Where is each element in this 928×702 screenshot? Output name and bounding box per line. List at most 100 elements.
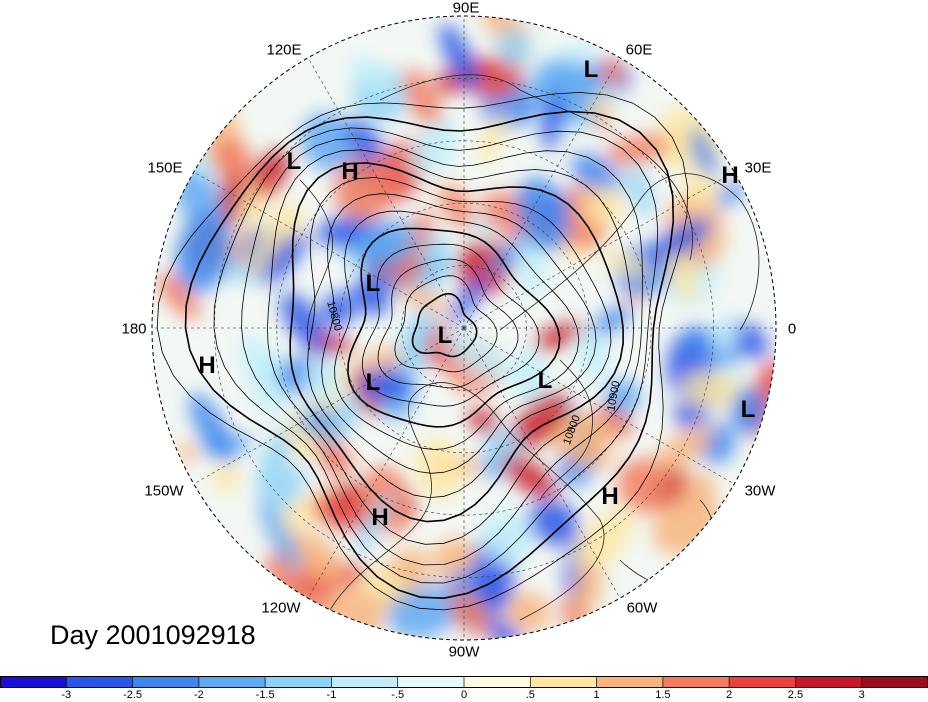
anomaly-blob: [502, 454, 557, 499]
anomaly-blob: [415, 437, 463, 499]
colorbar-swatch: [596, 676, 664, 688]
height-contour: [289, 162, 624, 523]
coastline: [499, 173, 760, 331]
anomaly-blob: [303, 361, 341, 400]
lon-label-120w: 120W: [261, 599, 301, 617]
anomaly-blob: [505, 592, 552, 633]
pressure-center-high: H: [601, 483, 619, 510]
colorbar-swatch: [729, 676, 796, 688]
anomaly-blob: [579, 411, 622, 440]
anomaly-blob: [441, 330, 511, 382]
anomaly-blob: [572, 561, 603, 616]
anomaly-blob: [644, 218, 712, 267]
colorbar-tick-label: 2.5: [787, 689, 804, 701]
colorbar-tick-label: 1: [593, 689, 600, 701]
colorbar-swatch: [795, 676, 863, 688]
anomaly-blob: [321, 395, 362, 447]
anomaly-blob: [176, 442, 197, 463]
lon-label-150e: 150E: [147, 159, 183, 177]
anomaly-blob: [715, 181, 745, 208]
height-contours: [156, 91, 689, 611]
colorbar-tick-label: -2: [193, 689, 204, 701]
colorbar-swatch: [0, 676, 67, 688]
anomaly-blob: [213, 138, 252, 180]
anomaly-blob: [572, 507, 634, 573]
colorbar-swatch: [66, 676, 134, 688]
lon-label-0: 0: [787, 320, 797, 338]
colorbar-tick-label: 2: [726, 689, 733, 701]
anomaly-blob: [287, 530, 344, 584]
meridian: [307, 327, 465, 599]
anomaly-blob: [269, 464, 306, 513]
pressure-center-low: L: [740, 396, 756, 423]
colorbar-tick-label: -.5: [391, 689, 405, 701]
pressure-center-high: H: [341, 158, 359, 185]
height-contour: [307, 177, 612, 499]
pressure-center-low: L: [437, 322, 453, 349]
anomaly-blob: [477, 113, 508, 165]
anomaly-blob: [682, 473, 717, 505]
height-contour: [184, 110, 675, 600]
lon-label-90e: 90E: [452, 0, 480, 17]
meridian: [463, 327, 621, 599]
colorbar-swatch: [861, 676, 928, 688]
anomaly-blob: [156, 272, 201, 320]
anomaly-blob: [359, 368, 414, 400]
height-contour: [347, 227, 561, 428]
anomaly-blob: [582, 187, 625, 227]
anomaly-blob: [689, 127, 718, 181]
colorbar-tick-label: .5: [525, 689, 535, 701]
map-border: [151, 15, 777, 641]
pressure-center-low: L: [365, 270, 381, 297]
height-contour: [334, 210, 580, 450]
height-contour: [267, 149, 634, 545]
anomaly-blob: [212, 464, 241, 493]
colorbar-tick-label: 3: [858, 689, 865, 701]
anomaly-blob: [397, 285, 450, 313]
anomaly-blob: [255, 179, 280, 197]
anomaly-blob: [527, 500, 578, 545]
anomaly-blob: [334, 158, 393, 222]
anomaly-blob: [189, 392, 235, 464]
anomaly-blob: [409, 119, 459, 176]
pressure-center-high: H: [371, 504, 389, 531]
anomaly-blob: [254, 202, 304, 280]
anomaly-blob: [711, 314, 738, 356]
anomaly-blob: [356, 66, 397, 97]
lon-label-30e: 30E: [744, 159, 772, 177]
coastline: [329, 382, 605, 621]
lon-label-120e: 120E: [266, 41, 302, 59]
colorbar-swatch: [331, 676, 399, 688]
lat-lon-grid: [152, 16, 776, 640]
anomaly-blob: [351, 278, 390, 316]
anomaly-blob: [513, 349, 550, 410]
anomaly-blob: [681, 371, 745, 409]
anomaly-blob: [258, 498, 301, 572]
colorbar-swatch: [265, 676, 332, 688]
lon-label-150w: 150W: [144, 482, 184, 500]
coastline: [539, 359, 594, 501]
anomaly-blob: [729, 321, 769, 360]
colorbar-swatch: [132, 676, 200, 688]
colorbar-swatch: [464, 676, 531, 688]
figure-title: Day 2001092918: [50, 620, 256, 650]
pressure-center-high: H: [721, 162, 739, 189]
height-contour: [361, 243, 540, 407]
anomaly-blob: [260, 231, 308, 285]
latitude-circle: [338, 202, 590, 454]
anomaly-blob: [625, 164, 654, 218]
meridian: [463, 327, 735, 485]
colorbar-swatch: [662, 676, 730, 688]
pressure-center-high: H: [198, 352, 216, 379]
colorbar-tick-label: 0: [460, 689, 468, 701]
pressure-center-low: L: [583, 56, 599, 83]
anomaly-blob: [354, 219, 418, 270]
colorbar-tick-label: 1.5: [655, 689, 671, 701]
anomaly-blob: [599, 251, 651, 277]
anomaly-blob: [255, 420, 296, 498]
height-contour: [156, 91, 689, 611]
lon-label-180: 180: [121, 320, 147, 338]
anomaly-blob: [599, 57, 625, 88]
lon-label-60e: 60E: [625, 41, 653, 59]
